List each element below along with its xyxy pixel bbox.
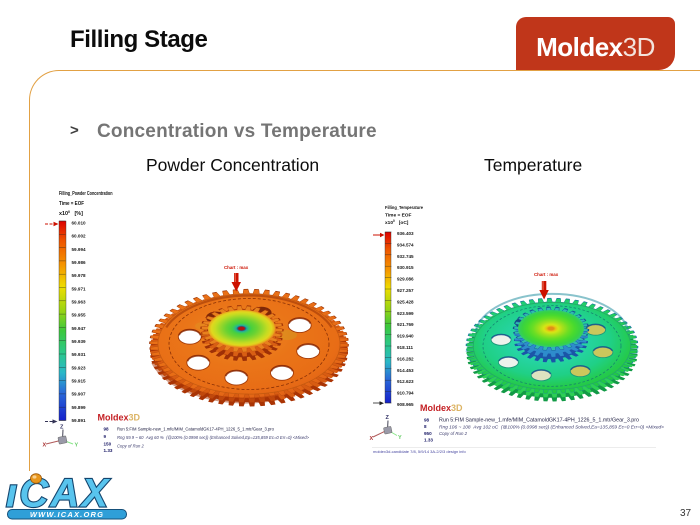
svg-text:929.086: 929.086: [397, 277, 414, 282]
svg-text:Copy of Run 2: Copy of Run 2: [117, 444, 144, 449]
svg-text:910.794: 910.794: [397, 391, 414, 396]
svg-text:59.986: 59.986: [72, 260, 86, 265]
svg-text:59.931: 59.931: [72, 352, 86, 357]
svg-text:Filling_Powder Concentration: Filling_Powder Concentration: [59, 191, 113, 197]
svg-text:Chart : max: Chart : max: [224, 265, 249, 270]
svg-text:WWW.ICAX.ORG: WWW.ICAX.ORG: [30, 510, 104, 519]
svg-text:921.769: 921.769: [397, 322, 414, 327]
svg-text:908.965: 908.965: [397, 402, 414, 407]
svg-text:Run 5:FIM Sample-new_1.mfe/MIM: Run 5:FIM Sample-new_1.mfe/MIM_CatamoldG…: [117, 427, 274, 432]
svg-text:932.745: 932.745: [397, 254, 414, 259]
svg-text:59.971: 59.971: [72, 286, 86, 291]
svg-text:Moldex3D: Moldex3D: [420, 403, 463, 413]
svg-text:ıCAX: ıCAX: [6, 472, 110, 516]
svg-text:914.453: 914.453: [397, 368, 414, 373]
svg-text:moldex3d-candidate 7/8, 5/9/14: moldex3d-candidate 7/8, 5/9/14 3A-2/2/3 …: [373, 449, 467, 454]
svg-text:x100 [%]: x100 [%]: [59, 210, 83, 217]
svg-text:Copy of Run 2: Copy of Run 2: [439, 431, 468, 436]
svg-text:Time = EOF: Time = EOF: [385, 213, 412, 219]
svg-text:Y: Y: [75, 443, 79, 449]
svg-text:923.599: 923.599: [397, 311, 414, 316]
svg-text:925.428: 925.428: [397, 299, 414, 304]
svg-text:Chart : max: Chart : max: [534, 272, 559, 277]
svg-text:8: 8: [424, 424, 427, 429]
svg-text:98: 98: [104, 427, 110, 432]
svg-text:59.978: 59.978: [72, 273, 86, 278]
svg-text:59.923: 59.923: [72, 365, 86, 370]
svg-text:912.623: 912.623: [397, 379, 414, 384]
svg-text:930.915: 930.915: [397, 265, 414, 270]
svg-text:59.907: 59.907: [72, 392, 86, 397]
svg-text:916.282: 916.282: [397, 356, 414, 361]
svg-text:Filling_Temperature: Filling_Temperature: [385, 205, 423, 211]
svg-text:Z: Z: [60, 425, 64, 431]
svg-text:ıCAX: ıCAX: [6, 472, 110, 516]
svg-text:59.915: 59.915: [72, 379, 86, 384]
svg-text:59.891: 59.891: [72, 418, 86, 423]
svg-text:150: 150: [104, 442, 112, 447]
svg-text:Run 5:FIM Sample-new_1.mfe/MIM: Run 5:FIM Sample-new_1.mfe/MIM_CatamoldG…: [439, 418, 639, 424]
svg-text:936.403: 936.403: [397, 231, 414, 236]
svg-text:59.939: 59.939: [72, 339, 86, 344]
svg-text:918.111: 918.111: [397, 345, 414, 350]
svg-text:60.010: 60.010: [72, 221, 86, 226]
svg-text:x100 [oC]: x100 [oC]: [385, 219, 409, 226]
svg-text:59.994: 59.994: [72, 247, 86, 252]
svg-text:Y: Y: [398, 435, 402, 441]
svg-text:927.257: 927.257: [397, 288, 414, 293]
svg-text:59.963: 59.963: [72, 300, 86, 305]
svg-text:Rng 59.9 ~ 60 Avg 60 % (@100: Rng 59.9 ~ 60 Avg 60 % (@100% (0.0998 se…: [117, 435, 310, 440]
svg-text:Moldex3D: Moldex3D: [98, 413, 141, 423]
svg-text:1.33: 1.33: [424, 438, 433, 443]
svg-text:919.940: 919.940: [397, 334, 414, 339]
svg-text:Rng 106 ~ 108 Avg 102 oC (@1: Rng 106 ~ 108 Avg 102 oC (@100% (0.0998 …: [439, 424, 664, 429]
svg-text:9: 9: [104, 434, 107, 439]
svg-text:98: 98: [424, 418, 430, 423]
svg-text:Time = EOF: Time = EOF: [59, 201, 85, 207]
svg-text:950: 950: [424, 431, 432, 436]
svg-text:59.955: 59.955: [72, 313, 86, 318]
svg-text:59.899: 59.899: [72, 405, 86, 410]
svg-text:60.002: 60.002: [72, 234, 86, 239]
svg-text:X: X: [43, 443, 47, 449]
svg-text:934.574: 934.574: [397, 242, 414, 247]
svg-text:X: X: [370, 436, 374, 442]
svg-text:59.947: 59.947: [72, 326, 86, 331]
svg-text:1.33: 1.33: [104, 448, 113, 453]
svg-text:Z: Z: [386, 415, 390, 421]
